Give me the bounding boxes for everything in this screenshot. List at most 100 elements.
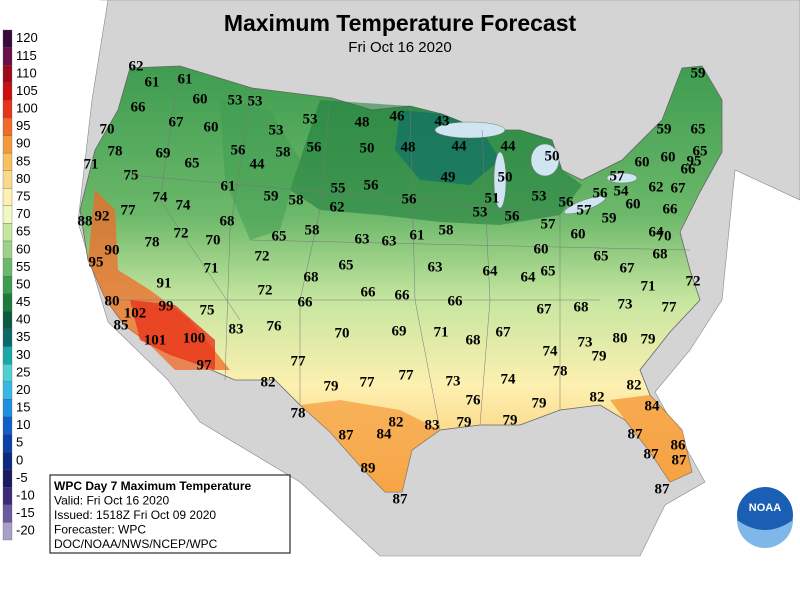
temperature: 56 — [307, 139, 323, 155]
legend-swatch — [2, 346, 13, 365]
legend-label: 95 — [16, 118, 30, 133]
legend-swatch — [2, 223, 13, 242]
temperature: 95 — [687, 153, 702, 169]
temperature: 101 — [144, 332, 167, 348]
legend-swatch — [2, 29, 13, 48]
temperature: 55 — [331, 180, 346, 196]
info-line: Issued: 1518Z Fri Oct 09 2020 — [54, 508, 216, 522]
legend-swatch — [2, 117, 13, 136]
temperature: 67 — [169, 114, 185, 130]
legend-label: 85 — [16, 153, 30, 168]
temperature: 65 — [185, 155, 200, 171]
temperature: 62 — [330, 199, 345, 215]
state-lines — [105, 65, 691, 431]
temperature: 67 — [671, 180, 687, 196]
temperature: 91 — [157, 275, 172, 291]
legend-swatch — [2, 504, 13, 523]
legend-label: 45 — [16, 294, 30, 309]
temperature: 60 — [571, 226, 586, 242]
temperature: 49 — [441, 169, 456, 185]
legend-swatch — [2, 205, 13, 224]
temperature: 95 — [89, 254, 104, 270]
temperature: 57 — [577, 202, 593, 218]
temperature: 83 — [229, 321, 244, 337]
temperature: 48 — [355, 114, 370, 130]
legend-swatch — [2, 487, 13, 505]
legend-label: 50 — [16, 276, 30, 291]
temperature: 65 — [594, 248, 609, 264]
temperature: 56 — [505, 208, 521, 224]
temperature: 97 — [197, 357, 213, 373]
legend-swatch — [2, 135, 13, 154]
legend-swatch — [2, 311, 13, 330]
logo-text: NOAA — [749, 502, 781, 514]
temperature: 79 — [532, 395, 547, 411]
temperature: 59 — [602, 210, 617, 226]
temperature: 56 — [231, 142, 247, 158]
legend-label: 20 — [16, 382, 30, 397]
temperature: 66 — [663, 201, 679, 217]
temperature: 87 — [644, 446, 660, 462]
temperature: 78 — [145, 234, 160, 250]
legend-label: 15 — [16, 400, 30, 415]
temperature: 71 — [434, 324, 449, 340]
temperature: 82 — [261, 374, 276, 390]
temperature: 73 — [578, 334, 593, 350]
temperature: 80 — [613, 330, 628, 346]
hot-florida — [610, 395, 692, 482]
legend-label: -10 — [16, 487, 35, 502]
temperature: 76 — [466, 392, 482, 408]
temperature: 74 — [176, 197, 192, 213]
temperature: 51 — [485, 190, 500, 206]
subtitle: Fri Oct 16 2020 — [348, 39, 451, 56]
legend-label: 80 — [16, 171, 30, 186]
temperature: 67 — [620, 260, 636, 276]
borders — [105, 65, 691, 431]
temperature: 79 — [592, 348, 607, 364]
hot-texas — [300, 400, 440, 492]
temperature: 76 — [267, 318, 283, 334]
temperature: 70 — [335, 325, 350, 341]
temperature: 53 — [269, 122, 284, 138]
noaa-logo: NOAA — [733, 483, 797, 548]
legend-label: 40 — [16, 312, 30, 327]
temperature: 64 — [483, 263, 499, 279]
temperature: 72 — [258, 282, 273, 298]
temperature: 77 — [121, 202, 137, 218]
temperature: 65 — [272, 228, 287, 244]
temperature: 59 — [691, 65, 706, 81]
legend-label: 5 — [16, 435, 23, 450]
legend-label: 35 — [16, 329, 30, 344]
temperature: 50 — [498, 169, 513, 185]
temperature: 60 — [635, 154, 650, 170]
info-line: DOC/NOAA/NWS/NCEP/WPC — [54, 537, 218, 551]
temperature: 77 — [291, 353, 307, 369]
temperature: 58 — [305, 222, 320, 238]
temperature: 57 — [610, 168, 626, 184]
temperature: 66 — [298, 294, 314, 310]
temperature: 102 — [124, 305, 147, 321]
temperature: 60 — [534, 241, 549, 257]
temperature: 64 — [521, 269, 537, 285]
temperature: 68 — [220, 213, 235, 229]
legend-swatch — [2, 416, 13, 435]
temperature: 53 — [473, 204, 488, 220]
temperature: 67 — [537, 301, 553, 317]
temperature: 100 — [183, 330, 206, 346]
title: Maximum Temperature Forecast — [224, 10, 577, 36]
temperature: 87 — [339, 427, 355, 443]
temperature: 44 — [501, 138, 517, 154]
temperature: 86 — [671, 437, 687, 453]
temperature: 80 — [105, 293, 120, 309]
temperature: 68 — [574, 299, 589, 315]
temperature: 67 — [496, 324, 512, 340]
legend-swatch — [2, 381, 13, 400]
temperature: 56 — [364, 177, 380, 193]
temperature: 62 — [129, 58, 144, 74]
temperature: 79 — [457, 414, 472, 430]
temperature: 66 — [361, 284, 377, 300]
legend-label: 90 — [16, 136, 30, 151]
legend-swatch — [2, 47, 13, 66]
